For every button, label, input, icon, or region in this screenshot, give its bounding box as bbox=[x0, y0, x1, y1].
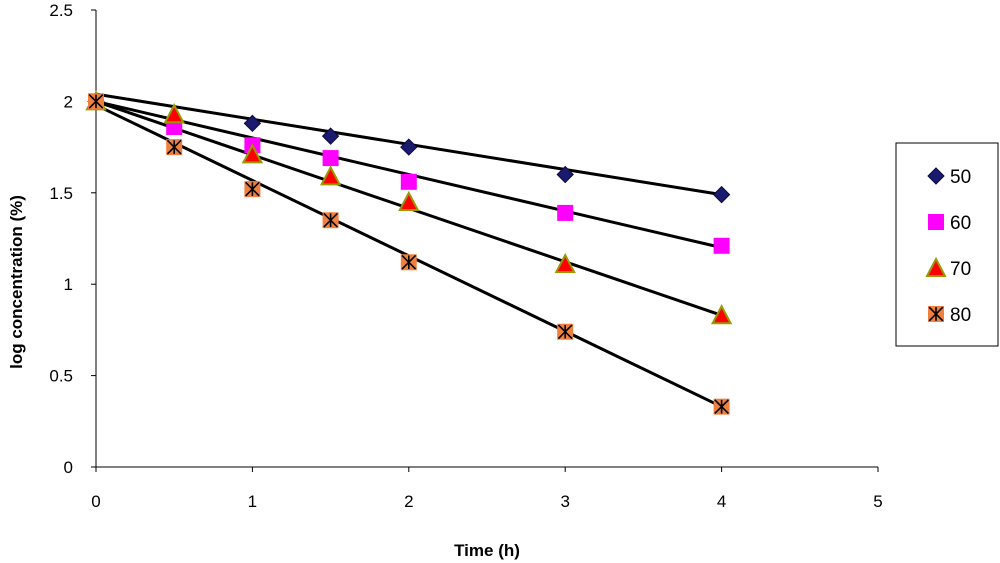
marker-diamond bbox=[321, 127, 340, 145]
x-axis-title: Time (h) bbox=[454, 541, 520, 560]
marker-square bbox=[713, 237, 730, 254]
legend-label: 50 bbox=[950, 167, 971, 188]
data-point-50 bbox=[321, 127, 340, 145]
data-points bbox=[85, 90, 733, 415]
data-point-60 bbox=[713, 237, 730, 254]
data-point-70 bbox=[163, 103, 185, 124]
marker-triangle bbox=[241, 143, 264, 164]
axes: 0 1 2 3 4 5 0 0.5 1 1.5 2 2.5 bbox=[49, 1, 882, 511]
marker-square bbox=[322, 150, 339, 167]
marker-triangle bbox=[554, 252, 576, 274]
data-point-70 bbox=[554, 252, 576, 274]
marker-asterisk bbox=[714, 399, 729, 415]
y-axis-title: log concentration (%) bbox=[7, 195, 26, 369]
marker-triangle bbox=[925, 256, 947, 277]
marker-triangle bbox=[319, 165, 342, 186]
data-point-80 bbox=[88, 93, 104, 110]
data-point-70 bbox=[398, 190, 420, 211]
data-point-50 bbox=[243, 114, 262, 133]
data-point-80 bbox=[322, 212, 339, 229]
x-tick-label: 4 bbox=[717, 492, 726, 511]
x-tick-label: 3 bbox=[560, 492, 569, 511]
data-point-60 bbox=[400, 173, 417, 190]
legend-label: 70 bbox=[950, 259, 971, 280]
legend: 50 60 70 80 bbox=[895, 142, 999, 347]
marker-diamond bbox=[712, 185, 731, 204]
marker-asterisk bbox=[166, 139, 182, 155]
marker-asterisk bbox=[401, 254, 417, 270]
marker-triangle bbox=[163, 103, 185, 124]
marker-asterisk bbox=[245, 181, 260, 197]
data-point-50 bbox=[556, 165, 574, 184]
legend-marker-80 bbox=[928, 306, 944, 322]
marker-triangle bbox=[398, 190, 420, 211]
x-tick-label: 0 bbox=[91, 492, 100, 511]
x-tick-label: 5 bbox=[873, 492, 882, 511]
x-tick-label: 2 bbox=[404, 492, 413, 511]
legend-marker-70 bbox=[925, 256, 947, 277]
legend-box bbox=[895, 142, 999, 347]
y-tick-label: 2 bbox=[64, 92, 73, 111]
marker-diamond bbox=[556, 165, 574, 184]
data-point-50 bbox=[712, 185, 731, 204]
legend-marker-50 bbox=[927, 167, 945, 185]
data-point-50 bbox=[400, 138, 418, 156]
data-point-60 bbox=[557, 204, 574, 221]
marker-diamond bbox=[927, 167, 945, 185]
data-point-80 bbox=[557, 323, 574, 340]
y-tick-label: 1.5 bbox=[49, 184, 73, 203]
legend-label: 80 bbox=[950, 305, 971, 326]
marker-asterisk bbox=[88, 94, 104, 109]
marker-diamond bbox=[243, 114, 262, 133]
y-tick-label: 0.5 bbox=[49, 367, 73, 386]
legend-label: 60 bbox=[950, 213, 971, 234]
y-tick-label: 1 bbox=[64, 275, 73, 294]
marker-asterisk bbox=[323, 212, 338, 228]
marker-asterisk bbox=[928, 306, 944, 322]
x-tick-label: 1 bbox=[248, 492, 257, 511]
data-point-70 bbox=[241, 143, 264, 164]
data-point-60 bbox=[322, 150, 339, 167]
data-point-70 bbox=[319, 165, 342, 186]
y-tick-label: 0 bbox=[64, 458, 73, 477]
marker-asterisk bbox=[557, 324, 573, 340]
data-point-80 bbox=[166, 139, 183, 156]
data-point-80 bbox=[244, 181, 261, 198]
data-point-70 bbox=[710, 304, 733, 325]
y-tick-label: 2.5 bbox=[49, 1, 73, 20]
data-point-80 bbox=[713, 398, 730, 415]
legend-marker-60 bbox=[928, 214, 944, 230]
marker-square bbox=[400, 173, 417, 190]
marker-square bbox=[928, 214, 944, 230]
marker-triangle bbox=[710, 304, 733, 325]
data-point-80 bbox=[400, 254, 417, 271]
marker-square bbox=[557, 204, 574, 221]
marker-diamond bbox=[400, 138, 418, 156]
